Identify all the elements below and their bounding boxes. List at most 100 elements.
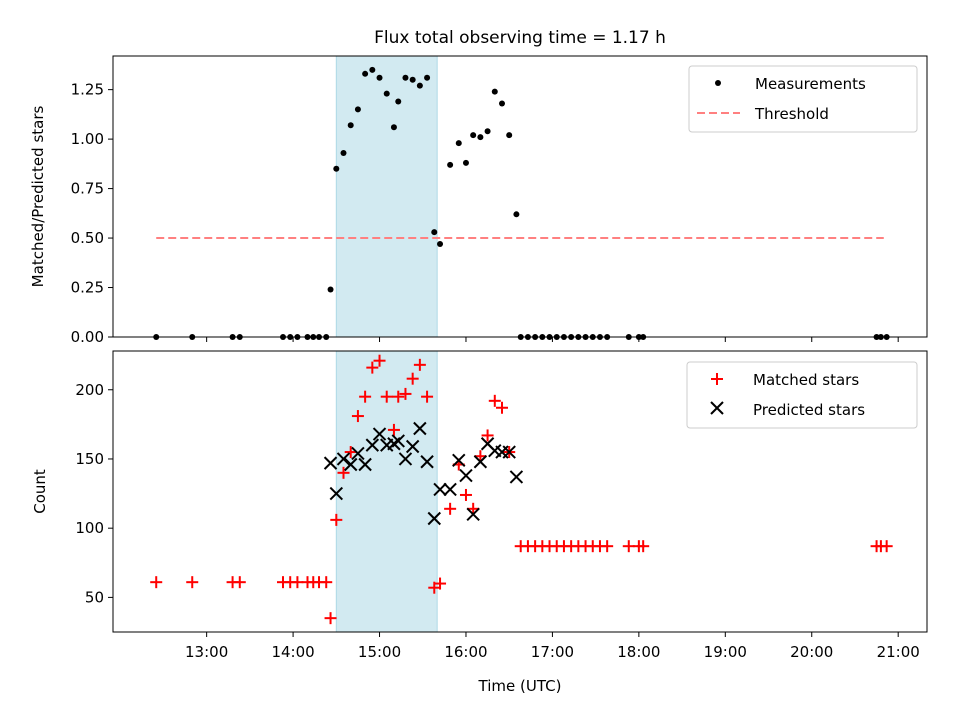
matched-star-point [351,410,364,423]
x-tick-label: 15:00 [358,643,401,661]
predicted-star-point [358,457,372,472]
measurement-point [369,66,376,73]
predicted-star-point [372,427,387,441]
ratio-panel: 0.00 0.25 0.50 0.75 1.00 1.25 Matched/Predict… [29,55,928,346]
measurement-point [362,70,369,77]
matched-star-point [481,429,494,442]
predicted-star-point [413,421,427,436]
y-tick-label: 100 [75,519,104,537]
y-tick-label: 50 [85,588,104,606]
predicted-star-point [365,438,380,452]
matched-star-point [344,446,357,459]
measurement-point [484,128,491,135]
measurement-point [477,134,484,141]
legend-label-measurements: Measurements [755,75,866,93]
measurement-point [354,106,361,113]
measurement-point [447,161,454,168]
ratio-y-axis: 0.00 0.25 0.50 0.75 1.00 1.25 [71,81,113,346]
matched-star-point [601,540,614,553]
measurement-point [424,74,431,81]
predicted-star-point [344,457,358,472]
measurement-point [462,159,469,166]
measurement-point [416,82,423,89]
x-tick-label: 21:00 [877,643,920,661]
matched-star-point [637,540,650,553]
matched-star-point [474,450,487,463]
measurement-point [506,132,513,139]
predicted-star-point [459,468,473,483]
matched-star-point [413,358,426,371]
y-tick-label: 1.00 [71,130,104,148]
y-tick-label: 200 [75,381,104,399]
predicted-star-point [420,455,434,469]
matched-star-point [421,390,434,403]
matched-star-point [622,540,635,553]
observing-window-shade [335,55,438,338]
measurement-point [340,149,347,156]
measurement-point [498,100,505,107]
predicted-star-point [502,445,516,459]
predicted-star-point [336,452,351,466]
predicted-star-point [398,452,413,466]
matched-star-point [330,513,343,526]
matched-star-point [291,576,304,589]
y-tick-label: 150 [75,450,104,468]
count-y-label: Count [31,469,49,514]
legend-marker-measurements [715,80,721,86]
predicted-star-point [509,470,524,484]
matched-star-point [387,423,400,436]
measurement-point [383,90,390,97]
predicted-star-point [323,456,338,470]
predicted-stars-points [323,421,524,526]
x-tick-label: 18:00 [617,643,660,661]
predicted-star-point [405,439,420,454]
ratio-x-ticks [206,337,899,342]
y-tick-label: 0.25 [71,279,104,297]
matched-star-point [467,502,480,515]
measurement-point [390,124,397,131]
matched-star-point [233,576,246,589]
predicted-star-point [466,507,480,522]
matched-stars-points [150,354,893,625]
measurement-point [333,165,340,172]
matched-star-point [880,540,893,553]
predicted-star-point [391,434,405,448]
measurement-point [455,140,462,147]
predicted-star-point [329,486,344,501]
y-tick-label: 0.50 [71,229,104,247]
matched-star-point [337,466,350,479]
legend-marker-matched [711,373,723,385]
measurement-point [437,240,444,247]
ratio-legend: Measurements Threshold [688,65,918,133]
y-tick-label: 0.00 [71,328,104,346]
matched-star-point [359,390,372,403]
count-y-axis: 50 100 150 200 [75,381,113,606]
ratio-legend-box [688,65,918,133]
x-tick-label: 17:00 [531,643,574,661]
matched-star-point [373,354,386,367]
measurement-point [327,286,334,293]
matched-star-point [444,502,457,515]
x-tick-label: 14:00 [271,643,314,661]
y-tick-label: 1.25 [71,81,104,99]
x-tick-label: 19:00 [704,643,747,661]
measurement-point [431,229,438,236]
matched-star-point [406,372,419,385]
matched-star-point [186,576,199,589]
matched-star-point [459,488,472,501]
measurement-point [409,76,416,83]
x-tick-label: 20:00 [790,643,833,661]
matched-star-point [380,390,393,403]
x-tick-label: 16:00 [444,643,487,661]
legend-marker-predicted [710,401,724,415]
matched-star-point [366,361,379,374]
matched-star-point [434,577,447,590]
predicted-star-point [427,511,441,526]
predicted-star-point [473,455,488,469]
measurement-point [402,74,409,81]
matched-star-point [150,576,163,589]
count-panel-frame [112,350,928,633]
measurement-point [470,132,477,139]
predicted-star-point [452,453,466,468]
